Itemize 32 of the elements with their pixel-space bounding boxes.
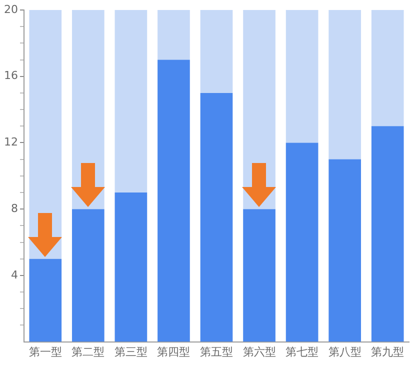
x-tick-label: 第二型 <box>72 345 105 358</box>
bar <box>371 126 404 342</box>
bar <box>243 209 276 342</box>
bar <box>72 209 104 342</box>
y-tick-label: 16 <box>4 69 18 82</box>
x-tick-label: 第四型 <box>157 345 190 358</box>
bar <box>158 60 190 342</box>
bar <box>328 10 362 160</box>
bar <box>72 10 104 210</box>
x-tick-label: 第六型 <box>242 345 276 358</box>
bar <box>243 10 276 210</box>
y-tick-label: 20 <box>4 2 18 16</box>
bar <box>29 258 62 342</box>
x-tick-label: 第五型 <box>200 345 233 358</box>
x-tick-label: 第九型 <box>371 345 404 358</box>
x-tick-label: 第一型 <box>28 345 62 358</box>
bar <box>200 92 233 342</box>
y-tick-label: 12 <box>4 136 18 149</box>
bar <box>286 142 318 342</box>
bar <box>328 159 362 342</box>
x-tick-label: 第七型 <box>286 345 319 358</box>
x-tick-label: 第三型 <box>114 345 148 358</box>
y-tick-label: 4 <box>10 268 18 282</box>
bar <box>114 10 148 192</box>
bar <box>114 192 148 342</box>
bar <box>29 10 62 259</box>
bar <box>200 10 233 93</box>
bar <box>286 10 318 143</box>
y-tick-label: 8 <box>10 202 18 215</box>
bar <box>371 10 404 126</box>
bar <box>158 10 190 60</box>
x-tick-label: 第八型 <box>328 345 362 358</box>
